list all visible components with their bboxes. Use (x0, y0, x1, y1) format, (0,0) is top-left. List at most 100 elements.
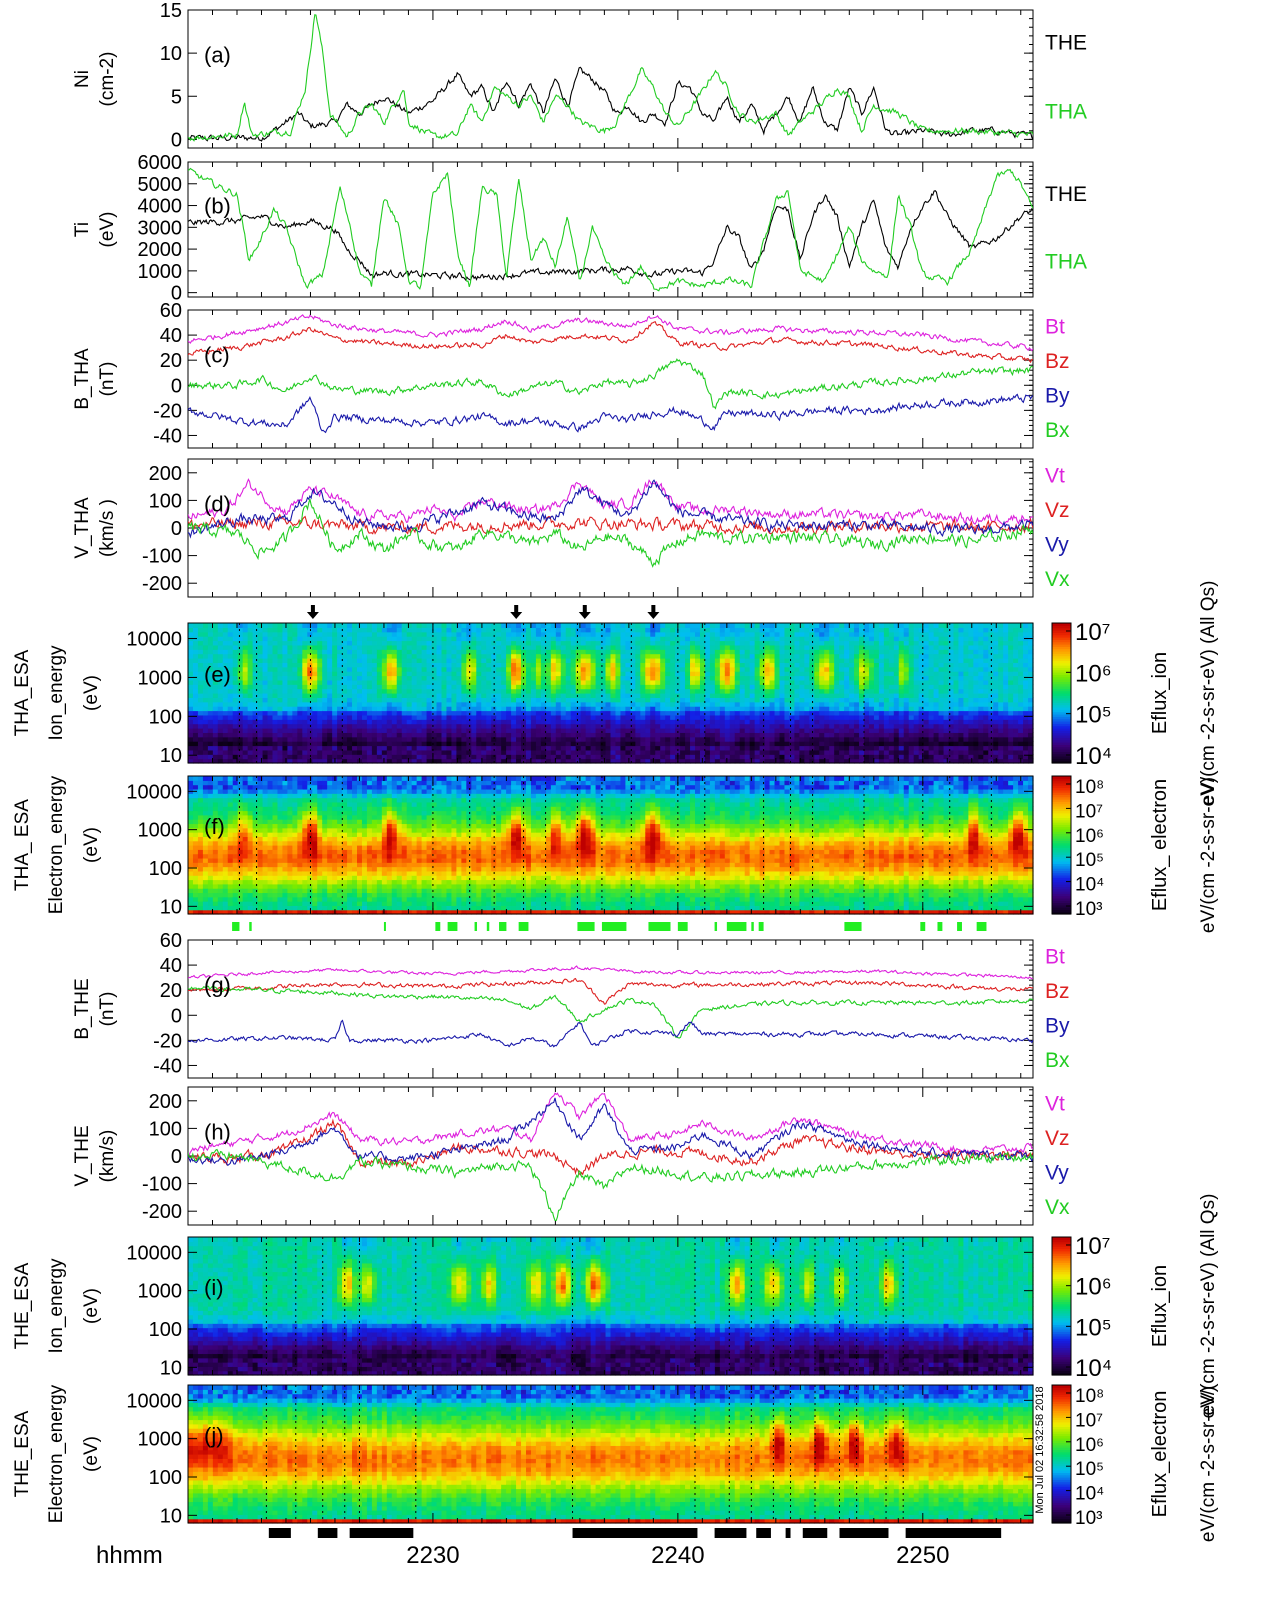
heatmap-cell (789, 649, 796, 655)
heatmap-cell (680, 714, 686, 720)
heatmap-cell (545, 666, 552, 672)
heatmap-cell (312, 671, 318, 677)
heatmap-cell (575, 706, 582, 712)
heatmap-cell (620, 649, 627, 655)
heatmap-cell (197, 706, 204, 712)
heatmap-cell (401, 728, 408, 733)
heatmap-cell (481, 728, 487, 733)
heatmap-cell (516, 688, 522, 694)
heatmap-cell (719, 745, 726, 751)
heatmap-cell (516, 671, 522, 677)
heatmap-cell (292, 732, 298, 738)
heatmap-cell (655, 666, 661, 672)
heatmap-cell (471, 671, 477, 677)
heatmap-cell (486, 693, 492, 698)
heatmap-cell (794, 653, 800, 659)
heatmap-cell (257, 679, 264, 685)
heatmap-cell (729, 636, 736, 642)
heatmap-cell (769, 701, 776, 707)
heatmap-cell (739, 719, 746, 725)
heatmap-cell (824, 736, 830, 742)
heatmap-cell (744, 736, 751, 742)
heatmap-cell (650, 653, 656, 659)
heatmap-cell (267, 714, 274, 720)
heatmap-cell (237, 723, 244, 729)
heatmap-cell (605, 675, 612, 681)
heatmap-cell (690, 732, 696, 738)
heatmap-cell (809, 662, 815, 668)
heatmap-cell (476, 636, 482, 642)
heatmap-cell (232, 675, 239, 681)
heatmap-cell (347, 758, 353, 764)
heatmap-cell (650, 710, 656, 716)
heatmap-cell (277, 736, 284, 742)
heatmap-cell (590, 714, 597, 720)
heatmap-cell (670, 684, 676, 690)
heatmap-cell (506, 701, 512, 707)
heatmap-cell (496, 706, 502, 712)
heatmap-cell (312, 653, 318, 659)
heatmap-cell (695, 671, 701, 677)
heatmap-cell (819, 684, 825, 690)
heatmap-cell (665, 693, 671, 698)
y-tick-label: 2000 (138, 239, 183, 261)
heatmap-cell (635, 741, 641, 747)
heatmap-cell (267, 636, 274, 642)
heatmap-cell (202, 754, 209, 760)
heatmap-cell (754, 714, 761, 720)
heatmap-cell (545, 697, 552, 703)
heatmap-cell (729, 666, 736, 672)
heatmap-cell (789, 736, 796, 742)
heatmap-cell (704, 636, 711, 642)
heatmap-cell (819, 649, 825, 655)
heatmap-cell (511, 631, 517, 637)
heatmap-cell (779, 728, 786, 733)
heatmap-cell (337, 758, 343, 764)
heatmap-cell (332, 723, 338, 729)
heatmap-cell (670, 653, 676, 659)
heatmap-cell (366, 623, 373, 628)
heatmap-cell (521, 745, 527, 751)
heatmap-cell (371, 732, 378, 738)
heatmap-cell (436, 675, 443, 681)
heatmap-cell (744, 675, 751, 681)
heatmap-cell (709, 649, 716, 655)
heatmap-cell (709, 697, 716, 703)
heatmap-cell (883, 758, 890, 764)
heatmap-cell (585, 723, 592, 729)
heatmap-cell (342, 675, 348, 681)
heatmap-cell (864, 745, 870, 751)
heatmap-cell (277, 688, 284, 694)
y-tick-label: 0 (171, 518, 182, 540)
heatmap-cell (202, 758, 209, 764)
heatmap-cell (396, 693, 403, 698)
heatmap-cell (227, 749, 234, 755)
heatmap-cell (734, 741, 741, 747)
heatmap-cell (883, 701, 890, 707)
heatmap-cell (282, 675, 289, 681)
heatmap-cell (396, 623, 403, 628)
heatmap-cell (645, 714, 651, 720)
heatmap-cell (844, 671, 850, 677)
heatmap-cell (302, 623, 308, 628)
heatmap-cell (287, 741, 293, 747)
heatmap-cell (560, 627, 567, 633)
heatmap-cell (406, 714, 413, 720)
heatmap-cell (441, 666, 448, 672)
heatmap-cell (327, 679, 333, 685)
heatmap-cell (312, 636, 318, 642)
heatmap-cell (690, 736, 696, 742)
heatmap-cell (580, 754, 587, 760)
heatmap-cell (864, 710, 870, 716)
heatmap-cell (878, 697, 885, 703)
heatmap-cell (277, 636, 284, 642)
heatmap-cell (600, 706, 607, 712)
heatmap-cell (665, 684, 671, 690)
heatmap-cell (530, 623, 537, 628)
heatmap-cell (361, 631, 368, 637)
heatmap-cell (441, 653, 448, 659)
heatmap-cell (749, 706, 756, 712)
heatmap-cell (506, 706, 512, 712)
heatmap-cell (794, 710, 800, 716)
heatmap-cell (888, 749, 895, 755)
